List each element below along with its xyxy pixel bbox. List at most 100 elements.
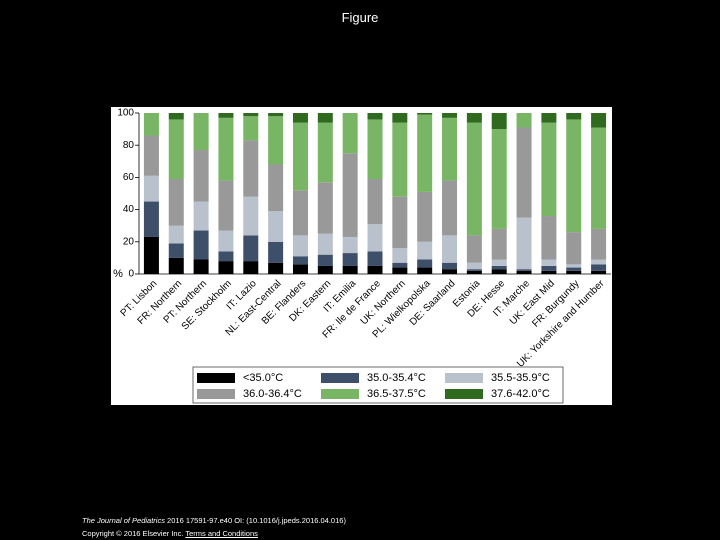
- bar-segment: [541, 265, 557, 271]
- bar-segment: [442, 117, 458, 181]
- bar-segment: [442, 113, 458, 118]
- bar-segment: [417, 241, 433, 260]
- copyright: Copyright © 2016 Elsevier Inc.: [82, 529, 186, 538]
- bar-segment: [268, 116, 284, 165]
- legend-label: 37.6-42.0°C: [491, 388, 550, 400]
- bar-segment: [516, 270, 532, 274]
- bar-segment: [541, 122, 557, 217]
- y-axis-label: %: [113, 268, 123, 280]
- bar-segment: [292, 190, 308, 236]
- bar-segment: [193, 230, 209, 260]
- bar-segment: [466, 235, 482, 263]
- bar-segment: [566, 232, 582, 265]
- citation-text: 2016 17591-97.e40 OI: (10.1016/j.jpeds.2…: [164, 516, 346, 525]
- legend-label: 36.5-37.5°C: [367, 388, 426, 400]
- legend-label: 35.5-35.9°C: [491, 372, 550, 384]
- bar-segment: [143, 135, 159, 176]
- terms-link[interactable]: Terms and Conditions: [185, 529, 258, 538]
- legend-label: 36.0-36.4°C: [243, 388, 302, 400]
- bar-segment: [243, 140, 259, 197]
- bar-segment: [243, 261, 259, 274]
- bar-segment: [342, 265, 358, 274]
- bar-segment: [243, 113, 259, 117]
- legend-label: 35.0-35.4°C: [367, 372, 426, 384]
- bar-segment: [143, 201, 159, 237]
- heading: Figure: [341, 10, 379, 25]
- bar-segment: [292, 113, 308, 123]
- bar-segment: [218, 261, 234, 274]
- bar-segment: [243, 196, 259, 236]
- legend-swatch: [321, 373, 359, 383]
- citation: The Journal of Pediatrics 2016 17591-97.…: [82, 514, 346, 527]
- bar-segment: [193, 259, 209, 274]
- bar-segment: [143, 175, 159, 202]
- bar-segment: [367, 251, 383, 266]
- bar-segment: [342, 236, 358, 254]
- legend-swatch: [321, 389, 359, 399]
- y-tick-label: 80: [123, 140, 135, 151]
- bar-segment: [317, 254, 333, 266]
- bar-segment: [168, 243, 184, 258]
- journal: The Journal of Pediatrics: [82, 516, 165, 525]
- bar-segment: [516, 127, 532, 218]
- bar-segment: [566, 113, 582, 120]
- legend-label: <35.0°C: [243, 372, 283, 384]
- y-tick-label: 40: [123, 204, 135, 215]
- bar-segment: [566, 267, 582, 271]
- bar-segment: [168, 257, 184, 274]
- bar-segment: [218, 180, 234, 231]
- bar-segment: [491, 259, 507, 266]
- bar-segment: [417, 114, 433, 192]
- bar-segment: [392, 196, 408, 249]
- bar-segment: [317, 265, 333, 274]
- bar-segment: [218, 251, 234, 262]
- legend-swatch: [197, 373, 235, 383]
- bar-segment: [218, 230, 234, 252]
- legend-swatch: [445, 389, 483, 399]
- bar-segment: [143, 236, 159, 274]
- bar-segment: [491, 269, 507, 274]
- y-tick-label: 100: [117, 108, 134, 119]
- bar-segment: [566, 119, 582, 233]
- bar-segment: [392, 248, 408, 263]
- copyright-line: Copyright © 2016 Elsevier Inc. Terms and…: [82, 527, 346, 540]
- bar-segment: [591, 127, 607, 229]
- bar-segment: [317, 233, 333, 255]
- bar-segment: [292, 235, 308, 257]
- bar-segment: [342, 253, 358, 266]
- bar-segment: [417, 191, 433, 242]
- bar-segment: [491, 129, 507, 229]
- bar-segment: [243, 235, 259, 262]
- bar-segment: [342, 113, 358, 154]
- bar-segment: [317, 113, 333, 123]
- bar-segment: [268, 241, 284, 263]
- bar-segment: [516, 217, 532, 270]
- bar-segment: [367, 224, 383, 252]
- bar-segment: [466, 269, 482, 271]
- bar-segment: [566, 264, 582, 268]
- bar-segment: [417, 113, 433, 115]
- bar-segment: [442, 180, 458, 236]
- bar-segment: [591, 113, 607, 128]
- bar-segment: [442, 262, 458, 270]
- bar-segment: [591, 270, 607, 274]
- bar-segment: [466, 113, 482, 123]
- bar-segment: [268, 113, 284, 117]
- bar-segment: [243, 116, 259, 141]
- y-tick-label: 20: [123, 236, 135, 247]
- bar-segment: [143, 113, 159, 136]
- bar-segment: [591, 259, 607, 265]
- bar-segment: [292, 256, 308, 265]
- bar-segment: [541, 216, 557, 260]
- bar-segment: [168, 179, 184, 226]
- bar-segment: [442, 269, 458, 274]
- bar-segment: [392, 262, 408, 268]
- bar-segment: [168, 113, 184, 120]
- bar-segment: [342, 153, 358, 237]
- bar-segment: [193, 150, 209, 202]
- bar-segment: [566, 270, 582, 274]
- bar-segment: [541, 270, 557, 274]
- bar-segment: [292, 264, 308, 274]
- y-tick-label: 60: [123, 172, 135, 183]
